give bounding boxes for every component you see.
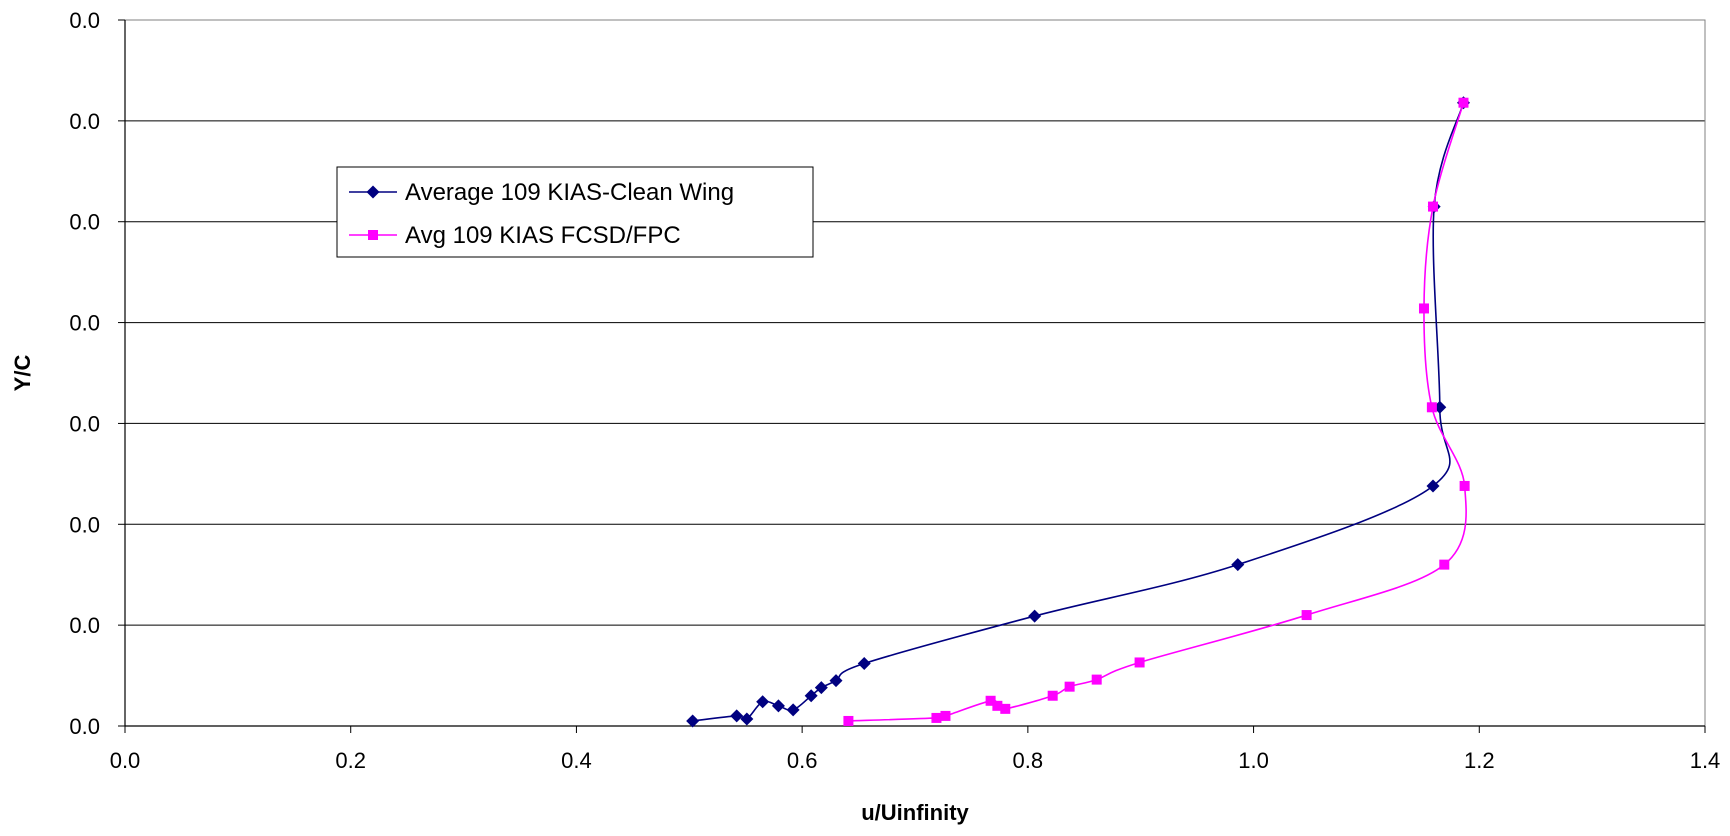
data-point (1134, 657, 1145, 668)
x-tick-label: 0.0 (110, 748, 141, 773)
x-tick-label: 0.2 (335, 748, 366, 773)
y-tick-label: 0.0 (69, 311, 100, 336)
data-point (756, 695, 770, 709)
plot-area-frame (124, 19, 1706, 727)
data-point (1426, 402, 1437, 413)
data-point (686, 714, 700, 728)
series-line (848, 102, 1467, 722)
x-tick-label: 1.4 (1690, 748, 1721, 773)
data-point (1459, 480, 1470, 491)
y-tick-label: 0.0 (69, 714, 100, 739)
data-point (786, 703, 800, 717)
data-point (985, 695, 996, 706)
y-tick-label: 0.0 (69, 109, 100, 134)
data-point (940, 710, 951, 721)
data-point (1064, 681, 1075, 692)
legend: Average 109 KIAS-Clean Wing Avg 109 KIAS… (336, 166, 814, 258)
y-tick-label: 0.0 (69, 8, 100, 33)
data-point (1439, 559, 1450, 570)
data-point (843, 715, 854, 726)
data-point (1428, 201, 1439, 212)
data-point (1426, 479, 1440, 493)
y-tick-label: 0.0 (69, 512, 100, 537)
data-point (931, 712, 942, 723)
x-tick-label: 1.2 (1464, 748, 1495, 773)
y-axis-title: Y/C (10, 355, 35, 392)
data-point (814, 681, 828, 695)
y-tick-label: 0.0 (69, 411, 100, 436)
legend-marker (366, 185, 380, 199)
axes: 0.0 0.0 0.0 0.0 0.0 0.0 0.0 0.0 0.0 0.2 0.4 0.6 0.8 1… (69, 8, 1720, 773)
data-point (1418, 303, 1429, 314)
data-point (992, 700, 1003, 711)
x-tick-label: 0.6 (787, 748, 818, 773)
x-tick-label: 0.8 (1013, 748, 1044, 773)
data-point (730, 709, 744, 723)
data-point (804, 689, 818, 703)
data-point (857, 656, 871, 670)
data-point (829, 674, 843, 688)
data-point (1028, 609, 1042, 623)
x-tick-label: 1.0 (1238, 748, 1269, 773)
legend-label-clean-wing: Average 109 KIAS-Clean Wing (405, 179, 734, 206)
data-point (1458, 97, 1469, 108)
series-1 (843, 97, 1470, 726)
data-point (1000, 703, 1011, 714)
data-point (740, 712, 754, 726)
y-gridlines (125, 19, 1705, 626)
legend-label-fcsd-fpc: Avg 109 KIAS FCSD/FPC (405, 222, 681, 249)
x-axis-title: u/Uinfinity (861, 800, 969, 825)
y-tick-label: 0.0 (69, 613, 100, 638)
y-tick-label: 0.0 (69, 210, 100, 235)
x-tick-label: 0.4 (561, 748, 592, 773)
data-point (771, 699, 785, 713)
legend-box (336, 166, 814, 258)
data-point (1047, 690, 1058, 701)
legend-marker (368, 230, 378, 240)
data-series (686, 96, 1470, 728)
data-point (1091, 674, 1102, 685)
data-point (1301, 610, 1312, 621)
data-point (1231, 558, 1245, 572)
